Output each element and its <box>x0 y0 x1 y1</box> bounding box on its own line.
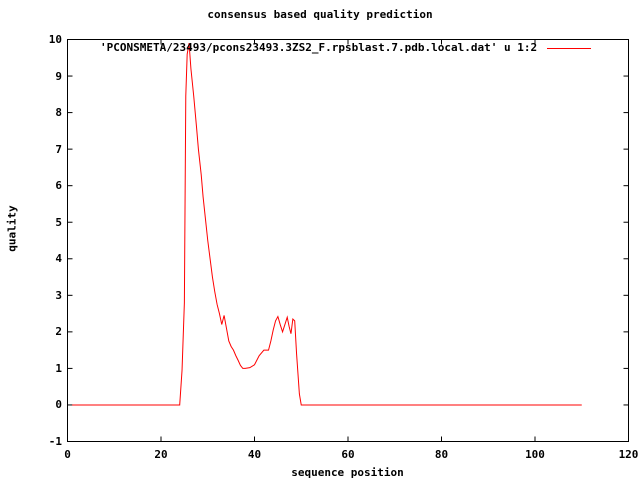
y-tick-label: 0 <box>55 398 62 412</box>
legend-entry-label: 'PCONSMETA/23493/pcons23493.3ZS2_F.rpsbl… <box>100 41 538 54</box>
x-tick-label: 20 <box>154 448 168 461</box>
y-tick-label: 5 <box>55 215 62 229</box>
plot-border <box>67 39 629 442</box>
y-tick-label: 1 <box>55 361 62 375</box>
y-tick-label: 6 <box>55 179 62 193</box>
x-tick-label: 100 <box>525 448 545 461</box>
x-tick-label: 120 <box>618 448 639 461</box>
y-tick-label: 8 <box>55 106 62 120</box>
legend-line-sample <box>547 47 592 49</box>
x-tick-label: 80 <box>434 448 449 461</box>
y-tick-label: 3 <box>55 288 62 302</box>
x-axis-label: sequence position <box>291 466 404 479</box>
legend: 'PCONSMETA/23493/pcons23493.3ZS2_F.rpsbl… <box>100 41 592 55</box>
x-tick-label: 60 <box>341 448 355 461</box>
chart-title: consensus based quality prediction <box>207 8 433 21</box>
y-tick-label: 2 <box>55 325 62 339</box>
axis-tick-marks <box>67 39 629 442</box>
y-tick-label: 10 <box>48 33 62 46</box>
data-series-line <box>72 43 582 406</box>
y-tick-label: -1 <box>48 435 62 448</box>
y-tick-label: 7 <box>55 142 62 156</box>
y-tick-label: 4 <box>55 252 62 266</box>
x-tick-label: 40 <box>247 448 262 461</box>
y-tick-label: 9 <box>55 69 62 83</box>
x-tick-label: 0 <box>64 448 71 461</box>
y-axis-tick-labels: -1 0 1 2 3 4 5 6 7 8 9 10 <box>0 0 62 480</box>
x-axis-tick-labels: 0 20 40 60 80 100 120 <box>0 449 640 465</box>
